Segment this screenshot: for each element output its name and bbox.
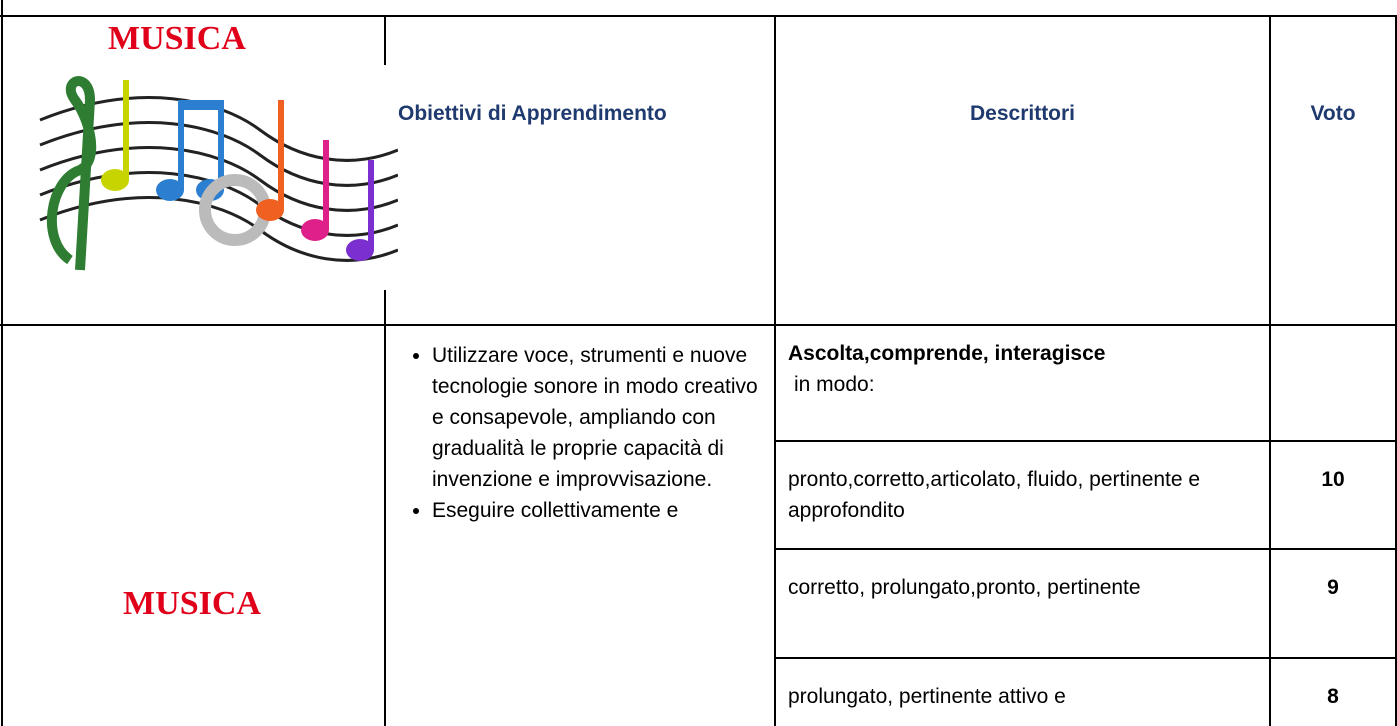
voto: 10 bbox=[1321, 468, 1345, 491]
objective: Utilizzare voce, strumenti e nuove tecno… bbox=[432, 340, 764, 495]
column-header: Voto bbox=[1310, 102, 1356, 125]
border bbox=[774, 657, 1397, 659]
border bbox=[0, 15, 1397, 17]
border bbox=[774, 548, 1397, 550]
border bbox=[1395, 15, 1397, 726]
column-header: Descrittori bbox=[969, 102, 1076, 125]
section-label: MUSICA bbox=[123, 585, 261, 622]
descriptor: prolungato, pertinente attivo e bbox=[788, 685, 1066, 708]
column-header: Obiettivi di Apprendimento bbox=[398, 102, 667, 125]
border bbox=[0, 324, 1397, 326]
voto: 9 bbox=[1327, 576, 1339, 599]
voto: 8 bbox=[1327, 685, 1339, 708]
objectives: Utilizzare voce, strumenti e nuove tecno… bbox=[404, 340, 764, 526]
objective-list: Utilizzare voce, strumenti e nuove tecno… bbox=[404, 340, 764, 526]
border bbox=[384, 15, 386, 65]
border bbox=[1269, 15, 1271, 726]
intro-text: in modo: bbox=[794, 373, 875, 396]
objective: Eseguire collettivamente e bbox=[432, 495, 764, 526]
descriptor: pronto,corretto,articolato, fluido, pert… bbox=[788, 468, 1201, 522]
intro-bold: Ascolta,comprende, interagisce bbox=[788, 342, 1106, 365]
border bbox=[774, 440, 1397, 442]
border bbox=[1, 0, 3, 726]
border bbox=[384, 290, 386, 726]
header-title: MUSICA bbox=[108, 20, 246, 57]
descriptor: corretto, prolungato,pronto, pertinente bbox=[788, 576, 1141, 599]
music-image bbox=[39, 76, 398, 271]
descriptor-intro: Ascolta,comprende, interagisce in modo: bbox=[788, 338, 1258, 400]
border bbox=[774, 15, 776, 726]
